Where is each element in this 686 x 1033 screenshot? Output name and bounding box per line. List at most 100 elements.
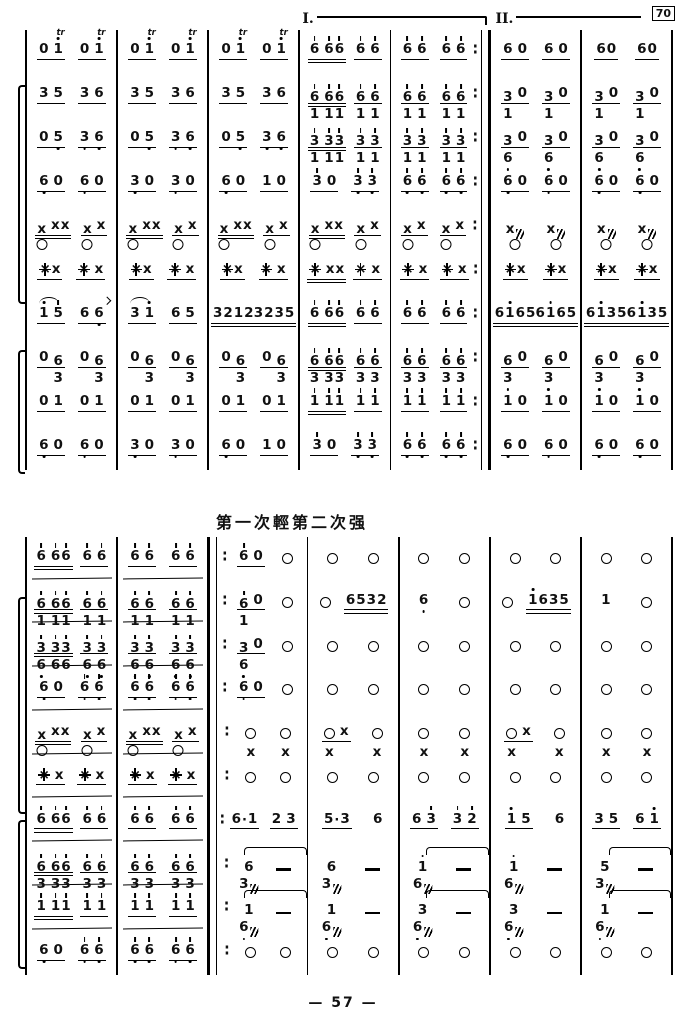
- stroke-x-symbol: x: [60, 217, 70, 233]
- note-sequence: 6: [130, 937, 140, 964]
- chord-stack: x: [546, 218, 566, 250]
- octave-tick-above: [100, 893, 103, 898]
- note-char: 6: [185, 543, 195, 564]
- note-sequence: 3: [594, 134, 603, 149]
- note-sequence: 6: [310, 84, 319, 105]
- note-char: 6: [145, 853, 154, 875]
- note-char: 3: [310, 128, 319, 149]
- note-sequence: 0: [253, 636, 262, 652]
- octave-tick-above: [189, 674, 192, 679]
- note-sequence: [509, 680, 521, 696]
- note-char: 1: [528, 587, 538, 608]
- note-char: 3: [171, 438, 180, 458]
- note-char: 1: [51, 893, 60, 914]
- open-circle-symbol: [327, 684, 339, 696]
- note-char: 3: [543, 133, 554, 149]
- held-note-dash: [638, 911, 654, 915]
- note-group: × x: [167, 262, 197, 280]
- octave-tick-above: [133, 937, 136, 942]
- barline: [116, 206, 118, 250]
- note-sequence: 6: [145, 674, 154, 701]
- stroke-x-symbol: x: [642, 744, 652, 761]
- note-char: 0: [130, 41, 140, 57]
- note-char: 0: [94, 173, 104, 189]
- barline: [25, 382, 27, 426]
- chord-bottom: 1: [442, 103, 451, 122]
- stroke-x-symbol: x: [243, 217, 252, 233]
- note-sequence: 0: [221, 394, 230, 409]
- note-char: 1: [262, 437, 272, 453]
- note-char: 6: [94, 85, 104, 101]
- note-sequence: 6: [36, 805, 46, 827]
- note-char: 6: [171, 590, 180, 612]
- note-char: 1: [130, 612, 140, 629]
- barline: [489, 580, 491, 625]
- instrument-group-brace: [18, 820, 25, 969]
- note-char: 6: [130, 937, 140, 964]
- note-sequence: 6: [244, 859, 253, 875]
- note-sequence: [550, 637, 562, 652]
- note-char: 6: [412, 875, 423, 892]
- octave-dot-below: [97, 960, 101, 964]
- note-sequence: [641, 236, 653, 250]
- note-char: 6: [626, 305, 637, 321]
- note-sequence: 3: [185, 371, 194, 386]
- note-sequence: 0: [609, 130, 618, 145]
- stroke-x-symbol: x: [60, 723, 70, 740]
- note-sequence: x: [325, 745, 334, 760]
- octave-tick-above: [313, 300, 316, 305]
- note-sequence: 1: [82, 893, 92, 914]
- open-circle-symbol: [172, 239, 184, 250]
- note-char: 3: [456, 370, 466, 386]
- note-char: 6: [417, 348, 427, 369]
- stroke-x-symbol: x: [460, 744, 470, 761]
- note-group: [418, 637, 430, 652]
- note-group: [638, 856, 654, 871]
- note-sequence: 1: [236, 394, 245, 409]
- measure: [308, 668, 398, 712]
- note-sequence: [127, 236, 139, 250]
- note-char: 1: [324, 388, 334, 409]
- tremolo-slashes: [557, 229, 566, 239]
- note-char: 3: [97, 634, 106, 656]
- octave-tick-above: [459, 36, 462, 41]
- note-char: 3: [144, 875, 155, 892]
- octave-tick-above: [406, 348, 409, 353]
- note-char: 3: [79, 85, 90, 101]
- note-char: 1: [546, 301, 555, 321]
- octave-tick-above: [456, 805, 459, 811]
- stroke-x-symbol: x: [371, 261, 381, 277]
- octave-tick-above: [338, 84, 341, 89]
- tremolo-slashes: [424, 883, 433, 894]
- open-circle-symbol: [81, 745, 93, 757]
- note-sequence: x: [220, 222, 229, 237]
- chord-top: 6: [97, 853, 106, 874]
- note-sequence: 0: [94, 174, 103, 189]
- note-char: 3: [50, 875, 61, 892]
- note-char: 3: [335, 128, 344, 149]
- open-circle-symbol: [323, 728, 335, 740]
- note-sequence: 6: [36, 590, 46, 612]
- note-sequence: 0: [518, 86, 527, 101]
- note-sequence: 6: [635, 151, 644, 171]
- star-percussion-symbol: ×: [39, 261, 52, 277]
- note-sequence: 6: [356, 84, 365, 105]
- tremolo-slashes: [648, 229, 657, 239]
